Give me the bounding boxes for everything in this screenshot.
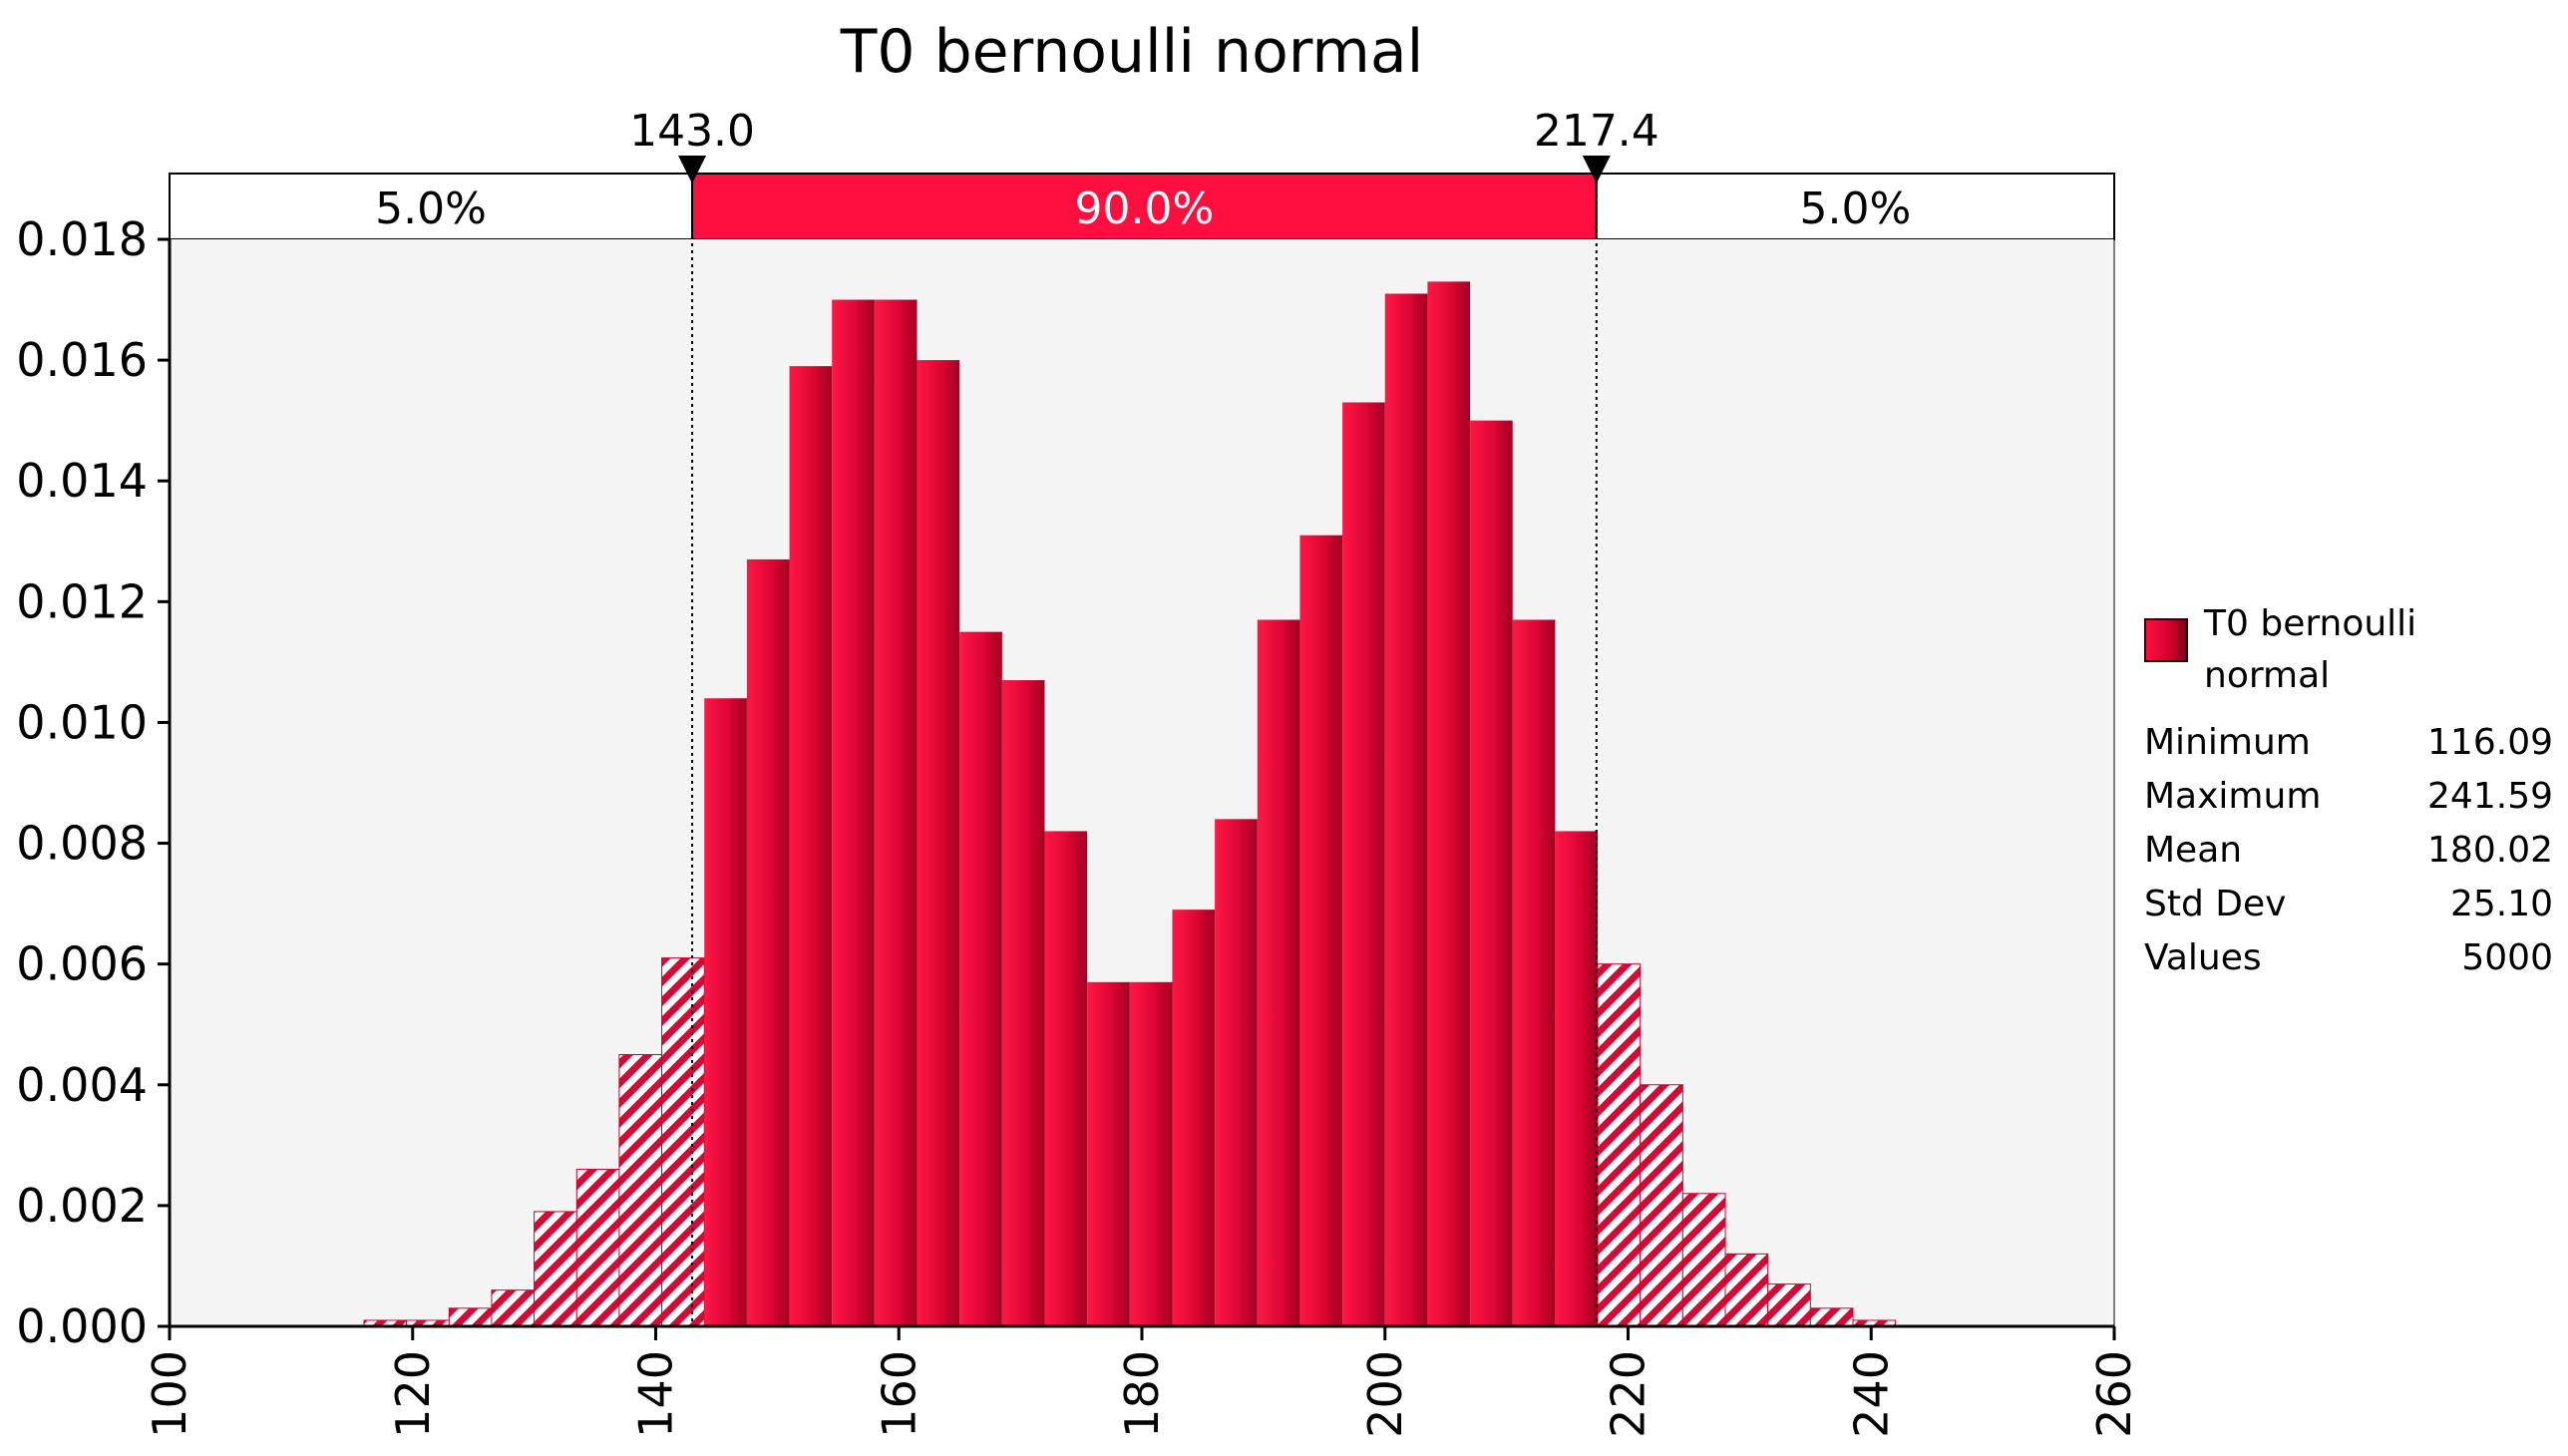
legend-swatch — [2144, 618, 2188, 662]
x-tick-label-0: 100 — [143, 1350, 196, 1438]
histogram-bar-33 — [1767, 1283, 1811, 1327]
legend-series-name: T0 bernoulli normal — [2204, 603, 2417, 696]
histogram-bar-2 — [448, 1307, 493, 1327]
histogram-bar-8 — [704, 698, 747, 1326]
stat-value: 180.02 — [2427, 830, 2553, 871]
histogram-bar-13 — [917, 360, 960, 1327]
x-tick-label-5: 200 — [1358, 1350, 1412, 1438]
histogram-bar-23 — [1342, 402, 1385, 1326]
y-tick-label-7: 0.014 — [16, 454, 148, 508]
stat-label: Values — [2144, 937, 2262, 978]
histogram-bar-25 — [1427, 281, 1471, 1326]
y-tick-label-0: 0.000 — [16, 1299, 148, 1353]
stat-value: 116.09 — [2427, 722, 2553, 763]
x-tick-label-7: 240 — [1844, 1350, 1898, 1438]
x-tick-label-4: 180 — [1115, 1350, 1169, 1438]
stat-label: Maximum — [2144, 776, 2322, 817]
histogram-bar-28 — [1555, 831, 1599, 1326]
histogram-bar-21 — [1257, 619, 1300, 1326]
y-tick-label-9: 0.018 — [16, 212, 148, 266]
x-tick-label-6: 220 — [1602, 1350, 1655, 1438]
y-tick-label-6: 0.012 — [16, 574, 148, 628]
histogram-bar-5 — [575, 1169, 620, 1327]
histogram-bar-30 — [1640, 1084, 1683, 1327]
y-tick-label-1: 0.002 — [16, 1179, 148, 1233]
marker-label-1: 217.4 — [1534, 106, 1659, 157]
histogram-bar-12 — [874, 299, 917, 1326]
histogram-bar-16 — [1044, 831, 1088, 1326]
histogram-bar-17 — [1087, 981, 1130, 1326]
histogram-bar-19 — [1172, 910, 1216, 1326]
histogram-bar-20 — [1215, 819, 1258, 1326]
histogram-bar-18 — [1129, 981, 1173, 1326]
histogram-bar-27 — [1512, 619, 1556, 1326]
y-tick-label-5: 0.010 — [16, 695, 148, 749]
y-tick-label-3: 0.006 — [16, 937, 148, 991]
stat-row-std-dev: Std Dev 25.10 — [2144, 878, 2553, 931]
stat-row-mean: Mean 180.02 — [2144, 824, 2553, 878]
stat-label: Mean — [2144, 830, 2243, 871]
stat-row-values: Values 5000 — [2144, 931, 2553, 985]
histogram-bar-24 — [1384, 293, 1428, 1326]
x-tick-label-3: 160 — [872, 1350, 925, 1438]
band-0 — [169, 173, 694, 240]
band-label-1: 90.0% — [1075, 183, 1215, 234]
y-tick-label-2: 0.004 — [16, 1058, 148, 1112]
statistics-table: Minimum 116.09 Maximum 241.59 Mean 180.02 Std … — [2144, 716, 2553, 985]
histogram-bar-29 — [1597, 963, 1642, 1327]
marker-triangle-1 — [1582, 156, 1611, 183]
stat-row-minimum: Minimum 116.09 — [2144, 716, 2553, 770]
histogram-bar-9 — [746, 558, 790, 1326]
histogram-bar-31 — [1681, 1193, 1726, 1327]
x-tick-label-2: 140 — [629, 1350, 683, 1438]
stat-value: 5000 — [2461, 937, 2553, 978]
y-tick-label-8: 0.016 — [16, 333, 148, 387]
histogram-bar-32 — [1724, 1253, 1769, 1327]
histogram-bar-10 — [789, 366, 833, 1327]
stat-value: 25.10 — [2449, 884, 2553, 924]
x-tick-label-8: 260 — [2087, 1350, 2141, 1438]
stat-value: 241.59 — [2427, 776, 2553, 817]
chart-title: T0 bernoulli normal — [840, 17, 1424, 87]
histogram-bar-15 — [1001, 680, 1045, 1326]
x-tick-label-1: 120 — [386, 1350, 440, 1438]
marker-triangle-0 — [678, 156, 707, 183]
histogram-bar-11 — [832, 299, 875, 1326]
histogram-bar-22 — [1299, 535, 1343, 1326]
histogram-bar-14 — [959, 631, 1002, 1326]
marker-label-0: 143.0 — [629, 106, 755, 157]
histogram-bar-34 — [1809, 1307, 1854, 1327]
y-tick-label-4: 0.008 — [16, 817, 148, 871]
histogram-bar-3 — [491, 1289, 536, 1327]
band-label-0: 5.0% — [375, 183, 487, 234]
histogram-bar-7 — [661, 957, 705, 1327]
stat-row-maximum: Maximum 241.59 — [2144, 770, 2553, 824]
histogram-bar-26 — [1470, 420, 1513, 1327]
histogram-bar-6 — [618, 1054, 663, 1327]
histogram-bar-4 — [534, 1211, 577, 1327]
band-label-2: 5.0% — [1800, 183, 1912, 234]
stat-label: Minimum — [2144, 722, 2311, 763]
stat-label: Std Dev — [2144, 884, 2287, 924]
